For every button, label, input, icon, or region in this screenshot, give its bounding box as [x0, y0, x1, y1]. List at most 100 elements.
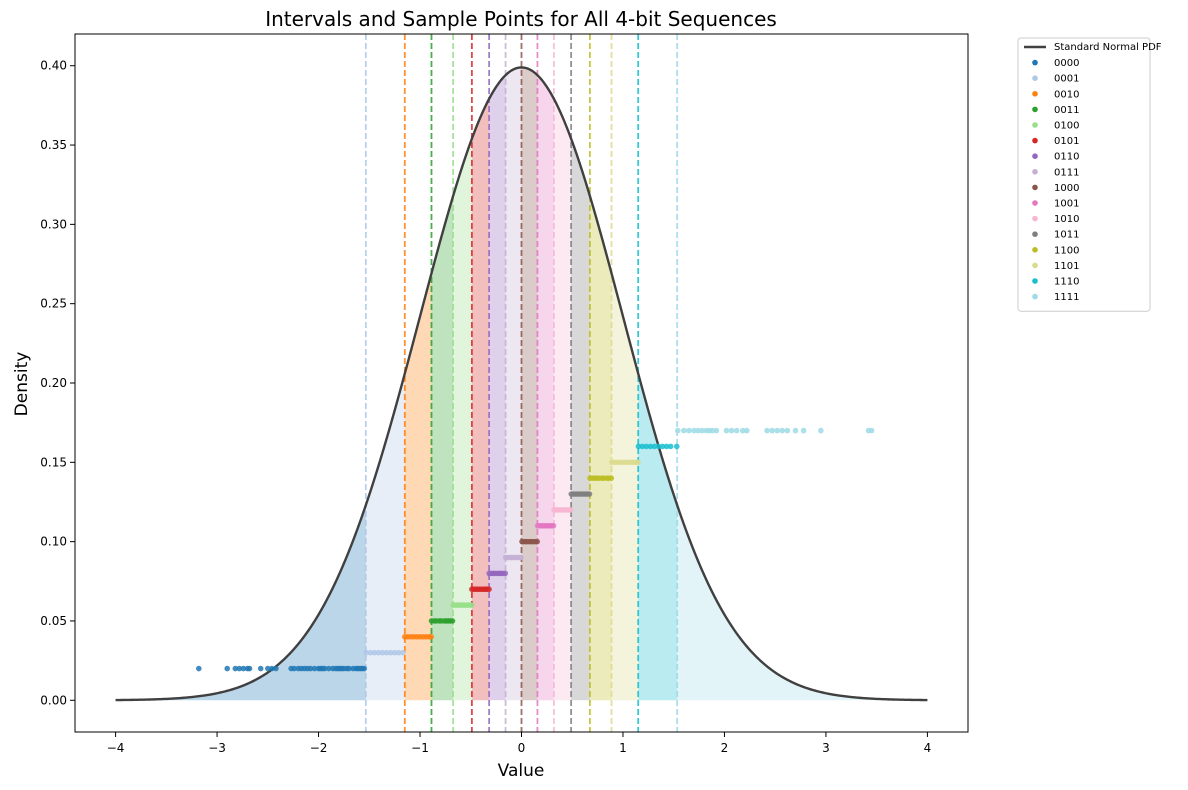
legend-marker — [1032, 137, 1038, 144]
x-tick-label: 3 — [822, 741, 830, 755]
sample-point — [550, 522, 557, 529]
sample-point — [769, 427, 775, 434]
sample-point — [346, 665, 352, 672]
sample-point — [586, 491, 593, 497]
sample-point — [663, 443, 670, 450]
interval-shade — [638, 373, 678, 701]
sample-point — [635, 459, 641, 466]
legend-label: 0100 — [1054, 121, 1079, 132]
legend-box — [1017, 37, 1151, 312]
sample-point — [674, 427, 681, 434]
legend-label: 1010 — [1054, 214, 1079, 225]
legend-label: Standard Normal PDF — [1054, 42, 1162, 53]
sample-point — [647, 443, 654, 450]
legend-marker — [1032, 278, 1038, 284]
x-tick-label: 2 — [721, 741, 729, 755]
sample-point — [518, 554, 524, 561]
legend-marker — [1032, 262, 1038, 269]
interval-shade — [553, 98, 572, 701]
y-tick-label: 0.10 — [40, 535, 67, 549]
sample-point — [399, 649, 406, 656]
interval-shade — [489, 75, 506, 701]
interval-shade — [431, 195, 454, 701]
sample-point — [363, 649, 370, 656]
legend-marker — [1032, 153, 1038, 159]
sample-point — [673, 443, 680, 450]
legend-label: 1011 — [1054, 230, 1079, 241]
sample-point — [224, 665, 231, 672]
legend-marker — [1032, 75, 1038, 81]
sample-point — [608, 475, 615, 481]
sample-point — [321, 665, 328, 672]
legend-label: 1000 — [1054, 183, 1079, 194]
sample-point — [774, 427, 781, 434]
legend-marker — [1032, 293, 1038, 300]
sample-point — [273, 665, 279, 672]
legend-label: 0001 — [1054, 74, 1079, 85]
interval-shade — [571, 138, 590, 701]
sample-point — [691, 427, 697, 434]
x-tick-label: −2 — [310, 741, 328, 755]
interval-shade — [365, 373, 405, 701]
x-axis-label: Value — [498, 761, 545, 781]
x-axis-ticks: −4 −3 −2 −1 0 1 2 3 4 — [107, 732, 931, 755]
legend-label: 1111 — [1054, 292, 1079, 303]
sample-point — [371, 649, 378, 656]
interval-shade — [521, 67, 538, 701]
sample-point — [449, 618, 456, 624]
sample-point — [800, 427, 807, 434]
sample-point — [764, 427, 770, 434]
sample-point — [681, 427, 687, 434]
sample-point — [728, 427, 735, 434]
x-tick-label: 1 — [619, 741, 627, 755]
sample-point — [639, 443, 646, 450]
legend-marker — [1032, 200, 1038, 206]
sample-point — [269, 665, 275, 672]
interval-shade — [537, 75, 554, 701]
y-tick-label: 0.35 — [40, 138, 67, 152]
legend-label: 0010 — [1054, 89, 1079, 100]
sample-point — [667, 443, 674, 450]
x-tick-label: 4 — [924, 741, 932, 755]
sample-point — [311, 665, 318, 672]
y-tick-label: 0.05 — [40, 614, 67, 628]
sample-point — [387, 649, 394, 656]
interval-shade — [677, 505, 928, 701]
interval-shade — [453, 138, 472, 701]
legend-label: 0000 — [1054, 58, 1079, 69]
sample-point — [395, 649, 402, 656]
sample-point — [391, 649, 398, 656]
sample-point — [428, 634, 434, 640]
sample-point — [468, 602, 475, 608]
legend-marker — [1032, 106, 1038, 113]
sample-point — [236, 665, 243, 672]
sample-point — [367, 649, 374, 656]
legend-label: 1101 — [1054, 261, 1079, 272]
sample-points — [196, 427, 875, 672]
sample-point — [779, 427, 786, 434]
legend-marker — [1032, 59, 1038, 66]
sample-point — [695, 427, 701, 434]
y-axis-ticks: 0.00 0.05 0.10 0.15 0.20 0.25 0.30 0.35 0.40 — [40, 59, 75, 707]
y-tick-label: 0.15 — [40, 455, 67, 469]
interval-shade — [505, 67, 522, 701]
sample-point — [739, 427, 746, 434]
y-tick-label: 0.40 — [40, 59, 67, 73]
sample-point — [246, 665, 253, 672]
y-tick-label: 0.20 — [40, 376, 67, 390]
sample-point — [534, 538, 541, 545]
sample-point — [383, 649, 390, 656]
sample-point — [651, 443, 658, 450]
sample-point — [713, 427, 720, 434]
legend-label: 0101 — [1054, 136, 1079, 147]
sample-point — [733, 427, 740, 434]
y-tick-label: 0.00 — [40, 693, 67, 707]
sample-point — [196, 665, 202, 672]
legend-marker — [1032, 184, 1038, 191]
legend-label: 1001 — [1054, 199, 1079, 210]
sample-point — [723, 427, 730, 434]
interval-shade — [115, 505, 366, 701]
sample-point — [361, 665, 368, 672]
sample-point — [232, 665, 239, 672]
